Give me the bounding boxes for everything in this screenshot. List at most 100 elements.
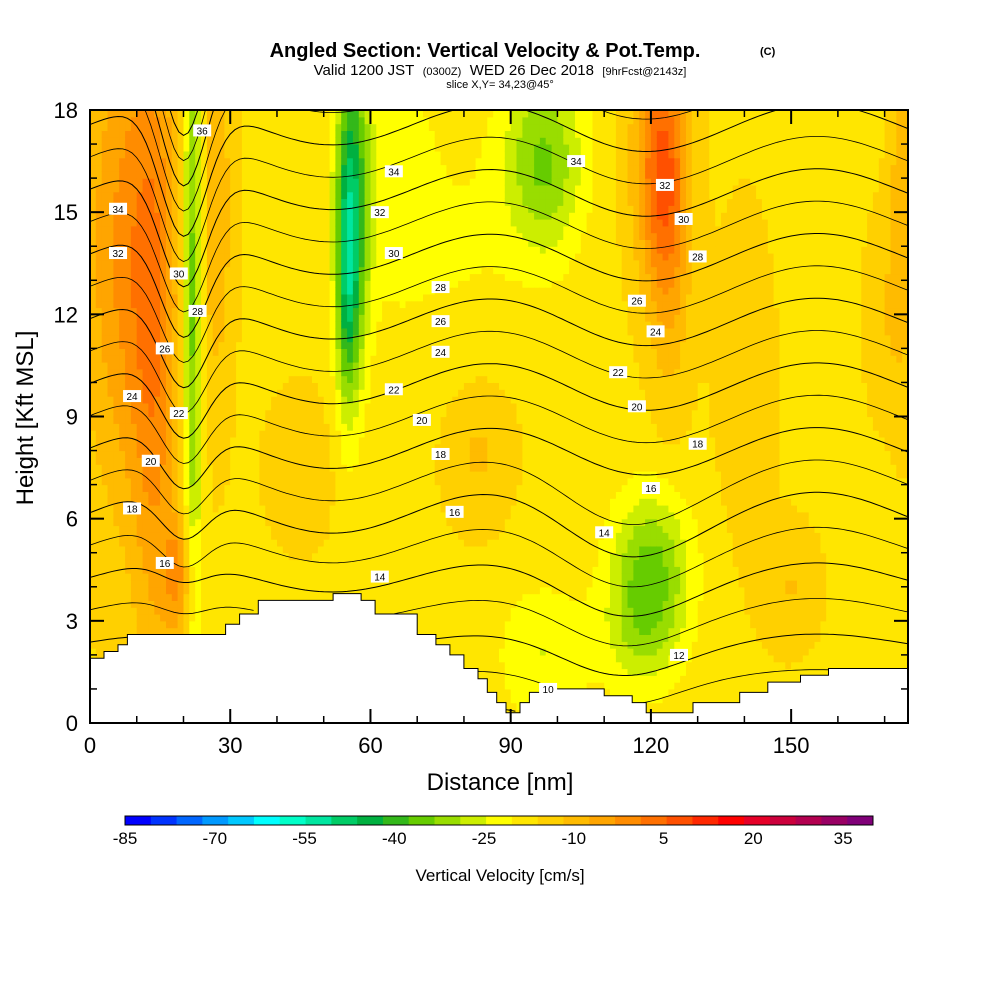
vv-cell xyxy=(113,334,120,343)
vv-cell xyxy=(271,382,278,390)
vv-cell xyxy=(323,484,331,492)
vv-cell xyxy=(388,436,395,445)
vv-cell xyxy=(335,239,342,247)
vv-cell xyxy=(189,157,196,166)
vv-cell xyxy=(90,334,97,343)
vv-cell xyxy=(95,253,103,261)
vv-cell xyxy=(95,239,103,247)
vv-cell xyxy=(113,532,120,540)
vv-cell xyxy=(177,144,184,152)
vv-cell xyxy=(206,532,214,540)
vv-cell xyxy=(142,559,149,567)
vv-cell xyxy=(224,518,231,527)
vv-cell xyxy=(107,328,114,336)
vv-cell xyxy=(259,436,266,445)
vv-cell xyxy=(107,464,114,472)
vv-cell xyxy=(154,484,161,492)
vv-cell xyxy=(90,225,97,234)
vv-cell xyxy=(130,266,138,275)
vv-cell xyxy=(230,191,237,200)
vv-cell xyxy=(382,559,389,567)
vv-cell xyxy=(335,409,342,418)
vv-cell xyxy=(358,477,366,486)
vv-cell xyxy=(347,171,354,179)
vv-cell xyxy=(352,389,360,397)
vv-cell xyxy=(107,471,114,479)
vv-cell xyxy=(113,355,120,363)
vv-cell xyxy=(212,368,220,377)
vv-cell xyxy=(101,416,109,424)
vv-cell xyxy=(218,586,225,595)
vv-cell xyxy=(236,150,243,159)
vv-cell xyxy=(212,321,220,329)
vv-cell xyxy=(277,443,284,452)
vv-cell xyxy=(312,144,319,152)
vv-cell xyxy=(177,137,184,145)
vv-cell xyxy=(247,334,255,343)
vv-cell xyxy=(323,348,331,356)
vv-cell xyxy=(101,593,109,601)
vv-cell xyxy=(259,457,266,465)
vv-cell xyxy=(107,539,114,547)
vv-cell xyxy=(364,450,371,458)
vv-cell xyxy=(312,580,319,588)
vv-cell xyxy=(335,491,342,499)
vv-cell xyxy=(136,362,144,370)
vv-cell xyxy=(154,334,161,343)
vv-cell xyxy=(154,423,161,431)
vv-cell xyxy=(160,436,167,445)
vv-cell xyxy=(277,498,284,506)
vv-cell xyxy=(148,116,155,125)
vv-cell xyxy=(347,539,354,547)
vv-cell xyxy=(358,532,366,540)
vv-cell xyxy=(130,607,138,615)
vv-cell xyxy=(230,586,237,595)
vv-cell xyxy=(241,198,249,206)
vv-cell xyxy=(224,225,231,234)
vv-cell xyxy=(335,389,342,397)
vv-cell xyxy=(317,253,325,261)
subtitle-fcst: [9hrFcst@2143z] xyxy=(602,66,686,78)
vv-cell xyxy=(329,491,336,499)
vv-cell xyxy=(195,328,202,336)
vv-cell xyxy=(347,246,354,254)
vv-cell xyxy=(271,477,278,486)
vv-cell xyxy=(218,436,225,445)
vv-cell xyxy=(218,314,225,322)
vv-cell xyxy=(166,416,173,424)
vv-cell xyxy=(294,212,301,220)
vv-cell xyxy=(113,348,120,356)
vv-cell xyxy=(265,498,272,506)
vv-cell xyxy=(125,457,132,465)
vv-cell xyxy=(241,341,249,349)
vv-cell xyxy=(259,232,266,240)
vv-cell xyxy=(206,212,214,220)
vv-cell xyxy=(382,178,389,186)
vv-cell xyxy=(388,314,395,322)
vv-cell xyxy=(259,430,266,438)
vv-cell xyxy=(312,110,319,118)
vv-cell xyxy=(317,246,325,254)
vv-cell xyxy=(364,498,371,506)
vv-cell xyxy=(393,416,401,424)
vv-cell xyxy=(166,178,173,186)
vv-cell xyxy=(259,171,266,179)
vv-cell xyxy=(282,341,290,349)
vv-cell xyxy=(282,396,290,404)
vv-cell xyxy=(236,157,243,166)
vv-cell xyxy=(230,402,237,411)
vv-cell xyxy=(352,280,360,288)
vv-cell xyxy=(230,212,237,220)
vv-cell xyxy=(142,341,149,349)
vv-cell xyxy=(364,430,371,438)
vv-cell xyxy=(376,505,383,513)
vv-cell xyxy=(306,396,313,404)
vv-cell xyxy=(166,171,173,179)
vv-cell xyxy=(119,573,126,581)
vv-cell xyxy=(90,559,97,567)
vv-cell xyxy=(335,382,342,390)
vv-cell xyxy=(95,164,103,172)
vv-cell xyxy=(253,110,260,118)
vv-cell xyxy=(201,280,208,288)
vv-cell xyxy=(171,627,179,635)
